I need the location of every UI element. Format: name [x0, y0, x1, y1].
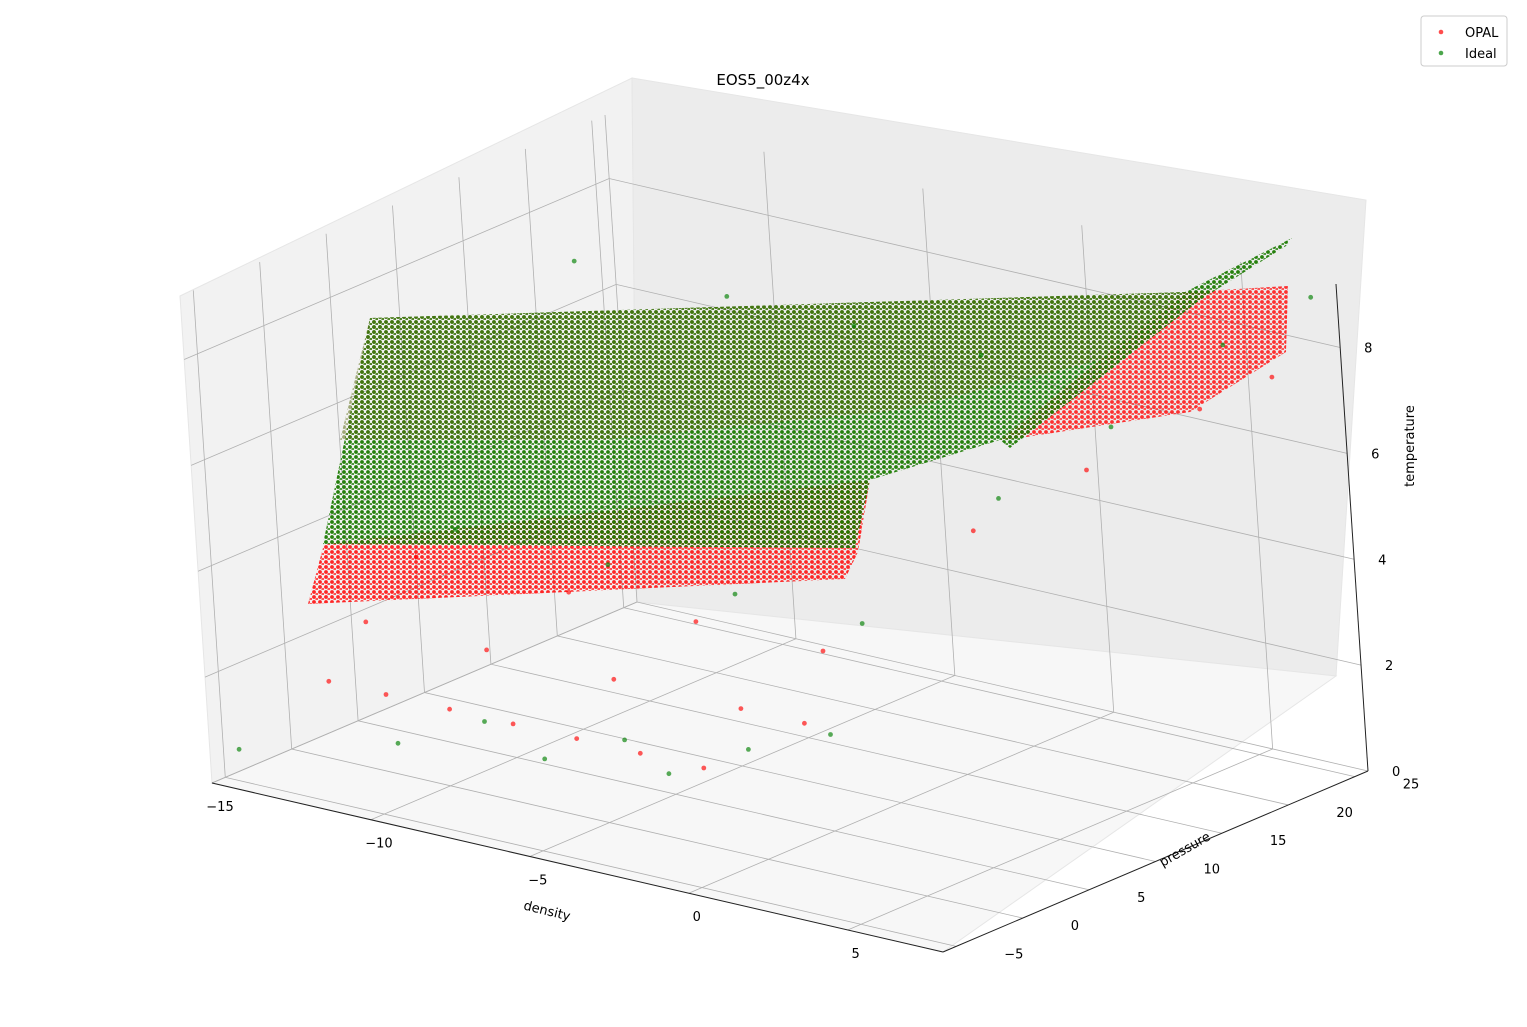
data-point-opal: [1197, 406, 1203, 412]
data-point-opal: [413, 554, 419, 560]
z-axis-line: [1335, 283, 1369, 772]
data-point-opal: [693, 619, 699, 624]
y-axis-line: [942, 770, 1369, 953]
z-tick-label: 2: [1385, 659, 1393, 674]
data-point-opal: [802, 720, 807, 726]
data-point-ideal: [859, 621, 865, 626]
z-tick-label: 4: [1378, 553, 1386, 568]
z-axis-label: temperature: [1403, 405, 1418, 487]
data-point-ideal: [482, 719, 487, 724]
data-point-ideal: [732, 591, 738, 597]
ideal-ridge: [1000, 238, 1292, 448]
data-point-ideal: [996, 496, 1001, 501]
x-tick-label: −5: [528, 873, 547, 888]
y-tick-label: 10: [1204, 863, 1221, 878]
data-point-opal: [566, 589, 572, 595]
x-axis-line: [211, 782, 944, 953]
legend: OPAL Ideal: [1420, 15, 1508, 67]
data-point-ideal: [395, 740, 401, 746]
z-tick-label: 0: [1392, 765, 1400, 780]
data-point-opal: [820, 648, 826, 654]
data-point-opal: [484, 647, 489, 653]
data-point-ideal: [746, 747, 751, 752]
x-tick-label: −15: [206, 800, 233, 815]
data-point-ideal: [1108, 424, 1114, 430]
data-point-ideal: [724, 294, 730, 299]
data-point-opal: [611, 676, 617, 682]
y-tick-label: 0: [1071, 919, 1079, 934]
opal-high-band: [1000, 286, 1288, 440]
chart-title: EOS5_00z4x: [716, 71, 809, 90]
data-point-ideal: [1308, 294, 1314, 300]
data-point-opal: [510, 721, 516, 727]
x-tick-label: 5: [852, 947, 860, 962]
data-point-ideal: [622, 737, 627, 743]
y-tick-label: 25: [1403, 778, 1420, 793]
data-point-ideal: [452, 527, 458, 532]
x-tick-label: 0: [693, 910, 701, 925]
data-point-opal: [447, 706, 452, 712]
data-point-ideal: [605, 562, 611, 568]
x-axis-label: density: [522, 899, 572, 925]
data-points: [236, 258, 1314, 777]
z-tick-label: 8: [1364, 342, 1372, 357]
data-point-ideal: [978, 352, 984, 358]
data-point-opal: [701, 765, 707, 771]
y-tick-label: 20: [1336, 806, 1353, 821]
data-point-opal: [363, 619, 369, 625]
data-point-opal: [574, 736, 580, 741]
y-tick-label: 15: [1270, 834, 1287, 849]
y-tick-label: 5: [1137, 891, 1145, 906]
z-grid-line: [211, 601, 1369, 784]
data-surfaces: [308, 238, 1292, 604]
overlap-plane: [340, 292, 1185, 440]
data-point-ideal: [542, 756, 548, 762]
legend-label-ideal: Ideal: [1465, 47, 1497, 62]
data-point-opal: [970, 528, 976, 534]
x-tick-label: −10: [365, 837, 392, 852]
data-point-ideal: [1220, 342, 1226, 348]
z-tick-label: 6: [1371, 447, 1379, 462]
data-point-opal: [1084, 467, 1089, 473]
data-point-ideal: [571, 258, 577, 264]
y-tick-label: −5: [1004, 947, 1023, 962]
data-point-opal: [738, 706, 744, 711]
axis-lines: [211, 283, 1369, 953]
data-point-opal: [326, 678, 332, 684]
legend-marker-ideal: [1438, 50, 1444, 56]
z-grid-line: [184, 178, 1341, 360]
data-point-ideal: [828, 732, 833, 737]
data-point-opal: [1269, 374, 1275, 380]
legend-marker-opal: [1438, 29, 1444, 35]
data-point-opal: [637, 750, 643, 756]
legend-label-opal: OPAL: [1465, 26, 1499, 41]
data-point-opal: [383, 692, 389, 697]
data-point-ideal: [236, 746, 242, 752]
data-point-ideal: [666, 771, 672, 777]
data-point-ideal: [851, 323, 857, 329]
